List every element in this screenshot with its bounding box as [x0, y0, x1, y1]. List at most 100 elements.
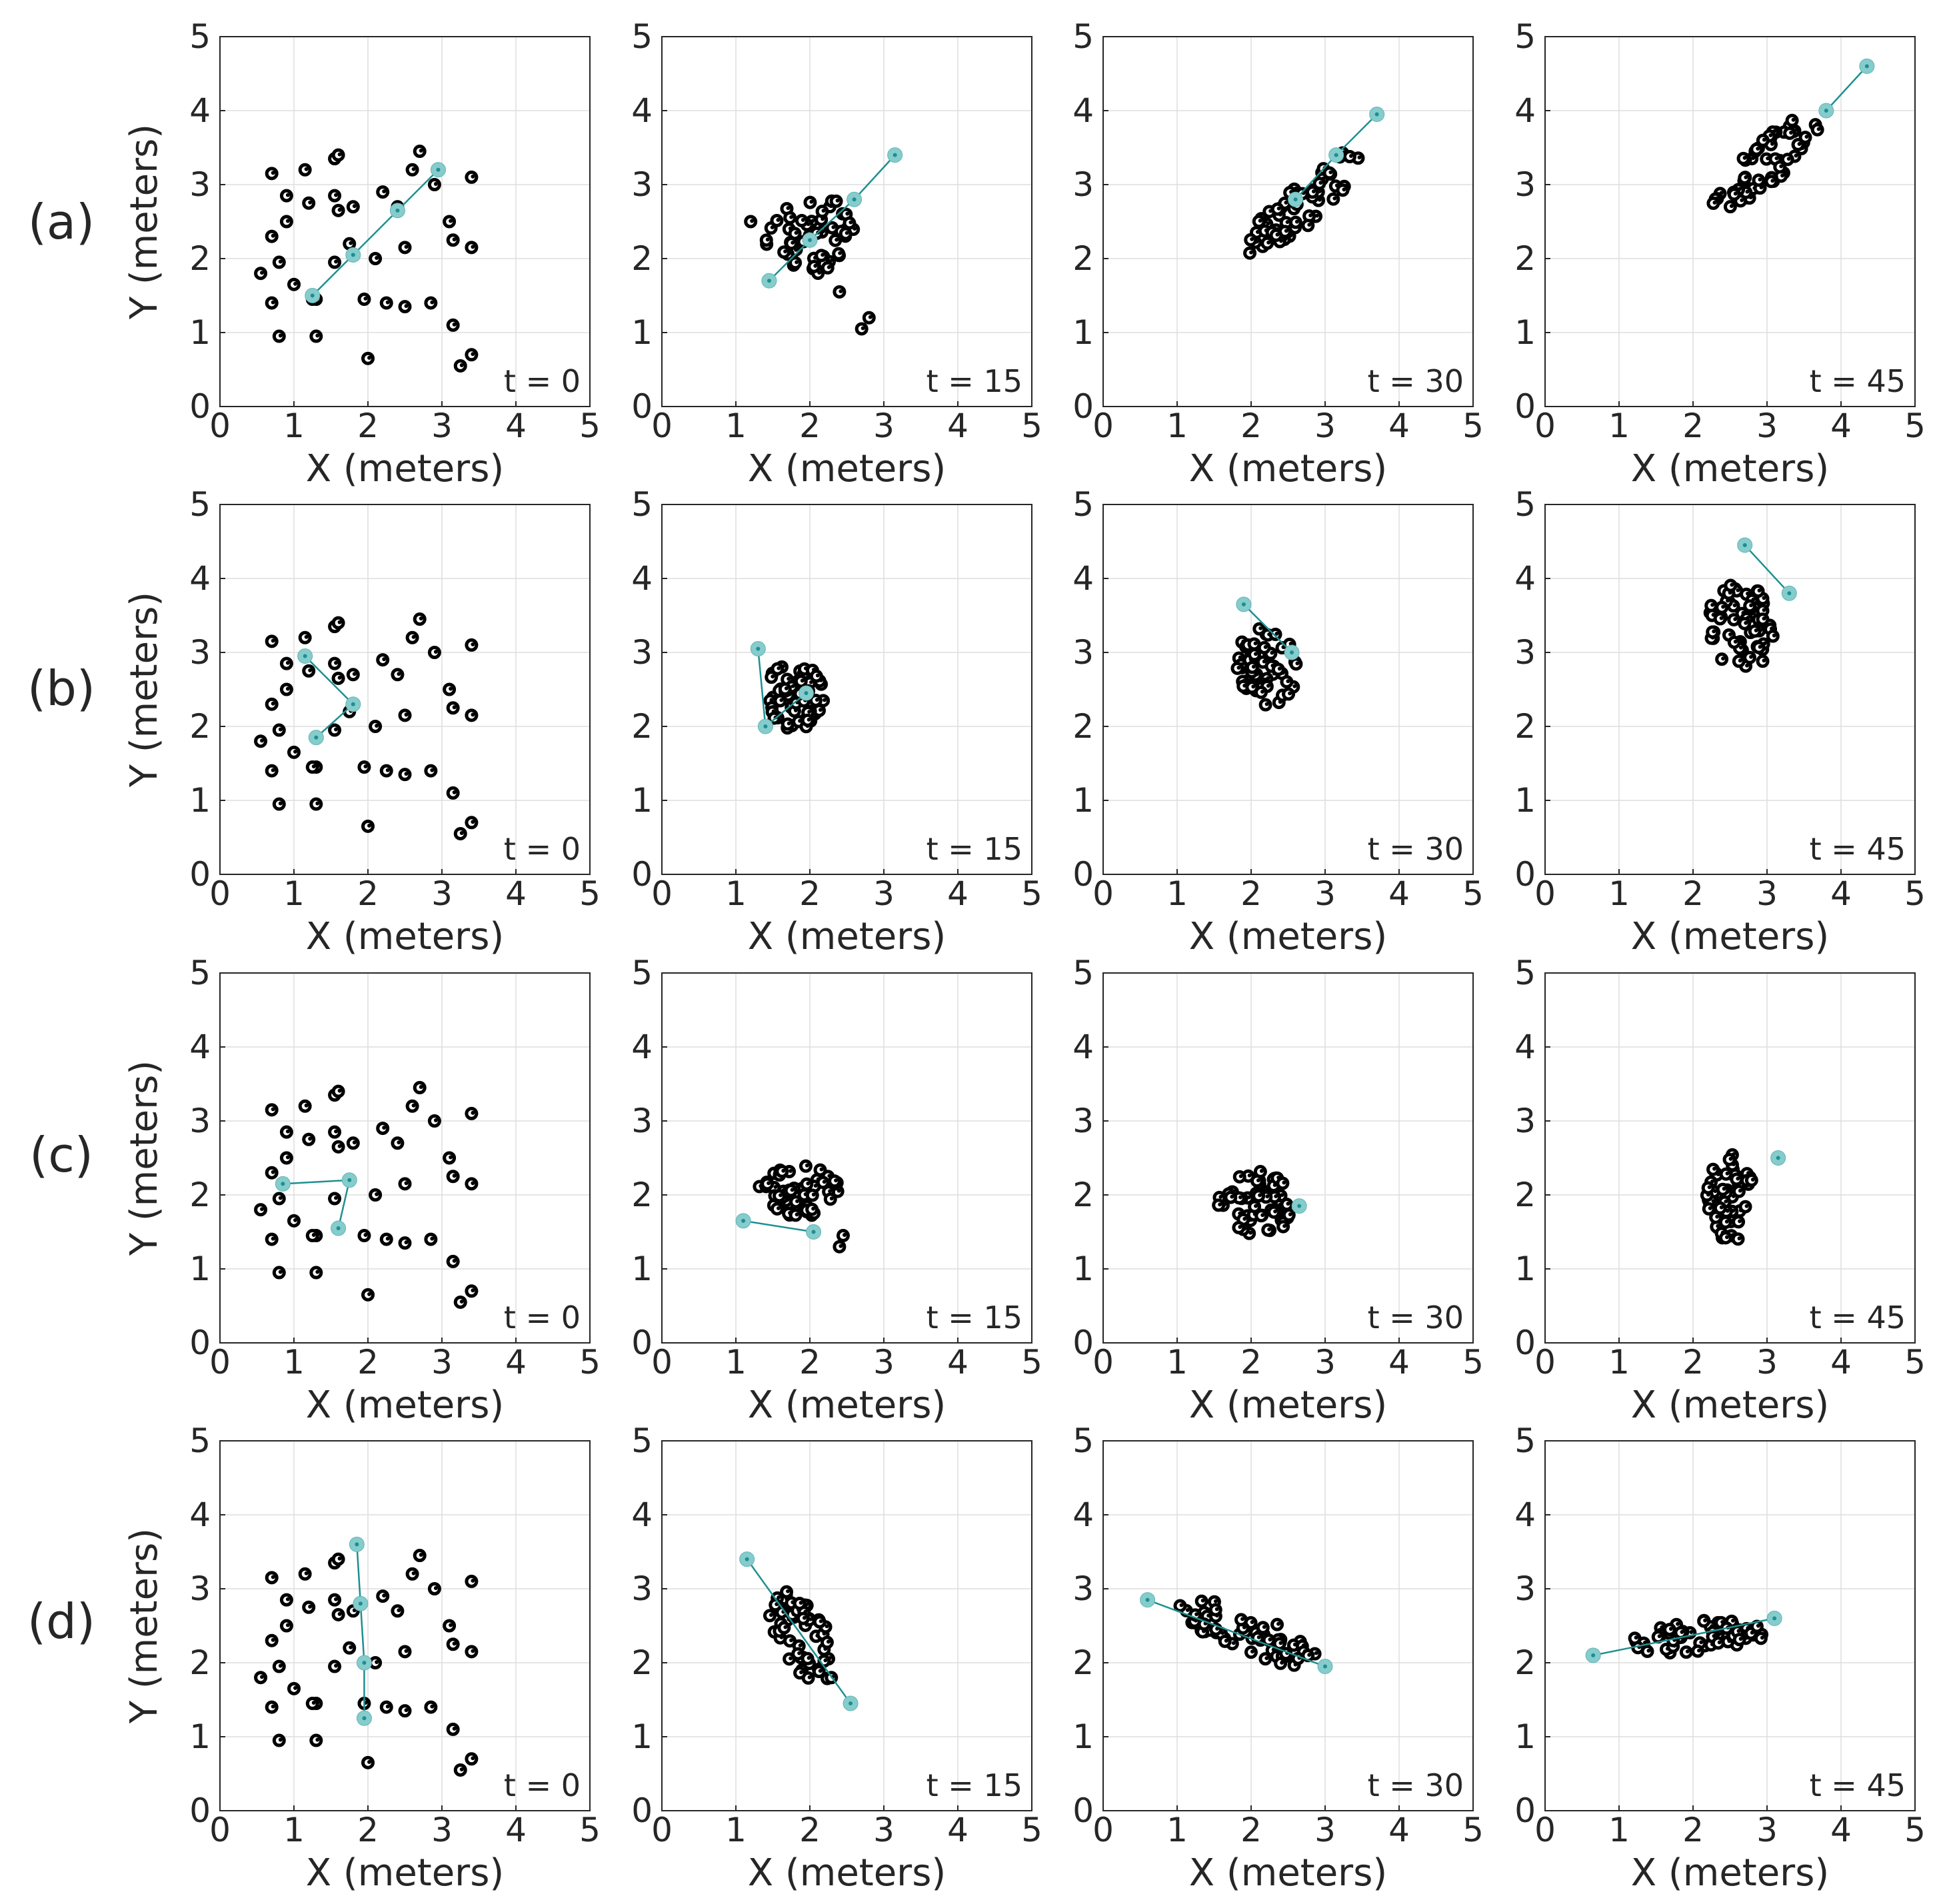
row-label-d: (d)	[27, 1593, 95, 1649]
x-tick-label: 4	[505, 874, 527, 913]
agent-dot	[1268, 1637, 1272, 1642]
axis-box	[661, 36, 1032, 407]
leader-link	[1592, 1617, 1775, 1657]
agent-marker	[1312, 177, 1326, 191]
y-axis-label: Y (meters)	[123, 124, 166, 320]
agent-marker	[1715, 652, 1729, 666]
leader-dot	[1374, 112, 1379, 117]
agent-dot	[815, 697, 819, 702]
agent-dot	[1318, 181, 1323, 185]
agent-dot	[1238, 1225, 1242, 1230]
agent-dot	[471, 352, 475, 357]
agent-marker	[279, 682, 293, 696]
time-label: t = 45	[1810, 831, 1906, 867]
agent-dot	[375, 256, 379, 260]
x-tick-label: 2	[799, 874, 821, 913]
agent-marker	[1719, 1167, 1733, 1181]
agent-marker	[1261, 1223, 1275, 1237]
agent-dot	[835, 237, 839, 242]
agent-dot	[285, 1129, 290, 1134]
agent-marker	[778, 682, 792, 696]
x-tick-label: 1	[725, 1343, 747, 1382]
agent-dot	[769, 1613, 773, 1617]
time-label: t = 0	[504, 363, 581, 399]
agent-marker	[272, 1733, 286, 1747]
agent-marker	[305, 1229, 319, 1243]
y-tick-label: 1	[1072, 313, 1094, 352]
agent-dot	[831, 225, 836, 229]
agent-marker	[265, 697, 279, 711]
x-tick-label: 2	[1240, 874, 1262, 913]
x-tick-label: 5	[1904, 1811, 1926, 1849]
agent-marker	[453, 826, 467, 840]
leader-dot	[1297, 1204, 1302, 1208]
agent-marker	[1743, 650, 1757, 664]
leader-dot	[1293, 197, 1298, 202]
leader-dot	[336, 1226, 341, 1230]
y-tick-label: 5	[1514, 485, 1536, 524]
agent-marker	[1289, 657, 1303, 671]
y-tick-label: 1	[189, 313, 211, 352]
y-axis-label: Y (meters)	[123, 1060, 166, 1256]
x-axis-label: X (meters)	[1189, 915, 1387, 958]
plot-area	[219, 504, 591, 875]
agent-marker	[369, 720, 383, 733]
agent-dot	[1274, 1194, 1278, 1199]
agent-marker	[265, 764, 279, 778]
agent-dot	[787, 676, 791, 681]
agent-dot	[806, 1181, 811, 1186]
x-tick-label: 4	[947, 1811, 968, 1849]
agent-dot	[1259, 1169, 1264, 1174]
agent-marker	[379, 764, 393, 778]
agent-marker	[379, 296, 393, 310]
agent-dot	[311, 1701, 316, 1705]
y-tick-label: 2	[189, 239, 211, 278]
agent-marker	[1724, 1614, 1738, 1628]
agent-dot	[849, 220, 853, 225]
agent-marker	[446, 1170, 460, 1184]
agent-dot	[1643, 1640, 1648, 1645]
agent-dot	[1348, 153, 1353, 158]
agent-marker	[1247, 637, 1261, 651]
y-tick-label: 0	[1072, 855, 1094, 894]
agent-dot	[404, 1240, 409, 1245]
agent-marker	[771, 662, 785, 676]
agent-marker	[1713, 612, 1727, 626]
agent-dot	[385, 768, 390, 772]
agent-dot	[433, 1118, 438, 1122]
agent-dot	[1725, 1171, 1730, 1176]
y-tick-label: 2	[189, 707, 211, 746]
agent-dot	[845, 211, 850, 216]
agent-marker	[1732, 1184, 1746, 1198]
agent-dot	[779, 698, 784, 702]
agent-marker	[1732, 1215, 1746, 1229]
y-tick-label: 3	[631, 633, 653, 672]
row-labels: (a) (b) (c) (d)	[27, 194, 95, 1649]
y-tick-label: 5	[631, 954, 653, 992]
leader-link	[1825, 65, 1868, 111]
y-tick-label: 0	[189, 1791, 211, 1830]
agent-marker	[309, 329, 323, 343]
axis-box	[1102, 972, 1474, 1344]
agent-dot	[789, 1638, 794, 1643]
y-tick-label: 3	[631, 1569, 653, 1608]
agent-marker	[265, 1633, 279, 1647]
agent-dot	[452, 1174, 457, 1178]
y-tick-label: 5	[1514, 17, 1536, 56]
plot-area	[1102, 972, 1474, 1344]
y-tick-label: 2	[1072, 1643, 1094, 1682]
agent-dot	[278, 1663, 283, 1668]
agent-marker	[801, 713, 815, 727]
x-tick-label: 5	[579, 1811, 601, 1849]
agent-marker	[1690, 1644, 1704, 1658]
agent-dot	[397, 1140, 401, 1145]
agent-dot	[334, 1196, 339, 1200]
agent-marker	[279, 1593, 293, 1607]
agent-dot	[363, 297, 368, 301]
agent-dot	[334, 660, 339, 665]
agent-dot	[799, 1670, 804, 1675]
agent-dot	[293, 1218, 297, 1222]
leader-dot	[804, 691, 809, 696]
agent-marker	[784, 1184, 798, 1198]
